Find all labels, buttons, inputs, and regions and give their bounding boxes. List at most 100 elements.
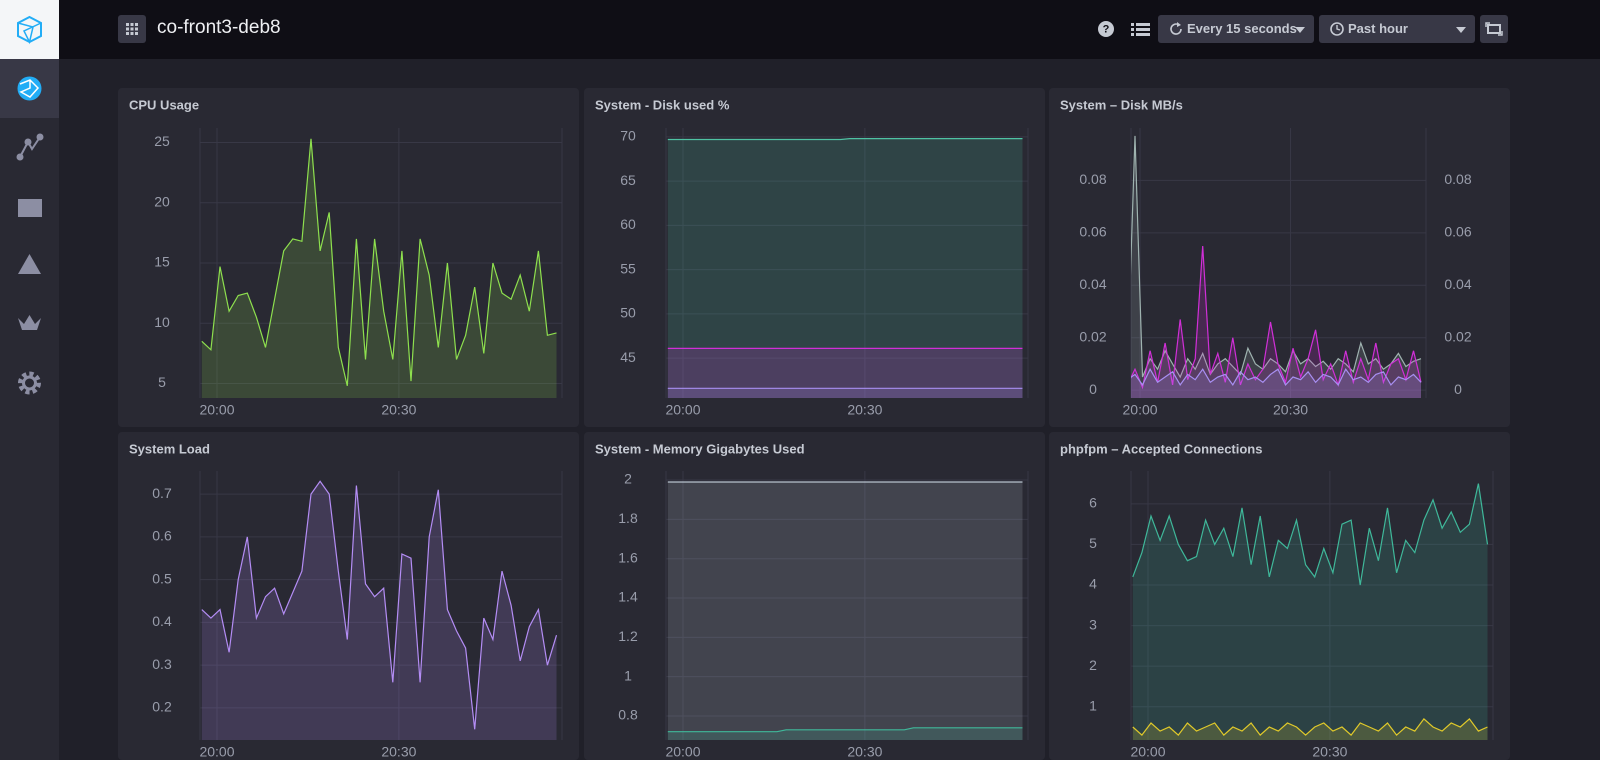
nav-host[interactable] <box>0 59 59 118</box>
y-tick-label: 0.04 <box>1079 276 1106 292</box>
y2-tick-label: 0.08 <box>1444 171 1471 187</box>
y2-tick-label: 0.04 <box>1444 276 1471 292</box>
y-tick-label: 10 <box>154 314 170 330</box>
series-area <box>201 481 557 740</box>
caret <box>1295 27 1305 33</box>
sidebar <box>0 0 59 760</box>
x-tick-label: 20:30 <box>1273 402 1308 418</box>
y-tick-label: 3 <box>1089 616 1097 632</box>
series-area <box>667 388 1023 398</box>
panel-background <box>1049 432 1510 760</box>
x-tick-label: 20:30 <box>847 744 882 760</box>
series-line <box>1132 718 1488 736</box>
y-tick-label: 0.8 <box>618 707 638 723</box>
panel-background <box>118 88 579 427</box>
fullscreen-icon <box>1485 22 1503 36</box>
logo-icon <box>17 15 42 45</box>
y-tick-label: 2 <box>1089 657 1097 673</box>
panel: System - Disk used % 45 50 55 60 65 70 20:00 20:… <box>584 88 1045 427</box>
header-icons[interactable]: ? <box>1094 15 1154 43</box>
series-line <box>1131 245 1422 390</box>
y-tick-label: 0.3 <box>152 656 172 672</box>
nav-icon <box>17 76 42 101</box>
logo[interactable] <box>0 0 59 59</box>
refresh-label: Every 15 seconds <box>1187 21 1297 36</box>
y-tick-label: 0.2 <box>152 699 172 715</box>
y-tick-label: 6 <box>1089 495 1097 511</box>
series-area <box>667 727 1023 740</box>
y-tick-label: 4 <box>1089 576 1097 592</box>
refresh-dropdown[interactable]: Every 15 seconds <box>1158 15 1314 43</box>
series-area <box>1131 246 1421 398</box>
panel-title: System Load <box>129 441 210 456</box>
panel-title: CPU Usage <box>129 97 199 112</box>
x-tick-label: 20:30 <box>381 744 416 760</box>
svg-text:?: ? <box>1103 23 1110 35</box>
series-area <box>1131 369 1421 398</box>
range-label: Past hour <box>1348 21 1408 36</box>
series-line <box>667 138 1023 141</box>
y-tick-label: 60 <box>620 216 636 232</box>
y-tick-label: 2 <box>624 471 632 487</box>
series-line <box>1132 483 1489 586</box>
series-area <box>667 482 1023 740</box>
y2-tick-label: 0.02 <box>1444 328 1471 344</box>
y-tick-label: 0.6 <box>152 528 172 544</box>
y-tick-label: 1 <box>624 667 632 683</box>
y2-tick-label: 0.06 <box>1444 224 1471 240</box>
y-tick-label: 25 <box>154 133 170 149</box>
y-tick-label: 20 <box>154 193 170 209</box>
x-tick-label: 20:00 <box>665 744 700 760</box>
y-tick-label: 65 <box>620 172 636 188</box>
y-tick-label: 1 <box>1089 697 1097 713</box>
range-dropdown[interactable]: Past hour <box>1319 15 1475 43</box>
series-line <box>1131 135 1422 379</box>
panel: CPU Usage 5 10 15 20 25 20:00 20:30 <box>118 88 579 427</box>
y-tick-label: 0.4 <box>152 613 172 629</box>
y-tick-label: 55 <box>620 260 636 276</box>
series-line <box>201 480 558 730</box>
panel-background <box>118 432 579 760</box>
y-tick-label: 0.5 <box>152 570 172 586</box>
x-tick-label: 20:00 <box>1123 402 1158 418</box>
series-line <box>201 138 557 387</box>
x-tick-label: 20:30 <box>381 402 416 418</box>
panel: System - Memory Gigabytes Used 0.8 1 1.2 1.4… <box>584 432 1045 760</box>
panel-title: System - Memory Gigabytes Used <box>595 441 805 456</box>
series-line <box>1131 367 1422 387</box>
panel: System Load 0.2 0.3 0.4 0.5 0.6 0.7 20:00 20:30 <box>118 432 579 760</box>
x-tick-label: 20:00 <box>1130 744 1165 760</box>
panel-title: System - Disk used % <box>595 97 730 112</box>
y-tick-label: 5 <box>1089 535 1097 551</box>
x-tick-label: 20:00 <box>199 744 234 760</box>
x-tick-label: 20:00 <box>199 402 234 418</box>
y2-tick-label: 0 <box>1454 381 1462 397</box>
y-tick-label: 1.6 <box>618 549 638 565</box>
y-tick-label: 1.4 <box>618 589 638 605</box>
dashboards-button[interactable] <box>118 15 146 43</box>
y-tick-label: 0.06 <box>1079 224 1106 240</box>
series-line <box>667 727 1023 733</box>
y-tick-label: 5 <box>158 374 166 390</box>
panel-background <box>584 88 1045 427</box>
panel-title: System – Disk MB/s <box>1060 97 1183 112</box>
x-tick-label: 20:00 <box>665 402 700 418</box>
series-area <box>201 138 557 398</box>
series-area <box>1132 483 1488 740</box>
series-area <box>1131 135 1421 398</box>
nav-icons[interactable] <box>0 118 59 518</box>
panel-background <box>584 432 1045 760</box>
y-tick-label: 15 <box>154 254 170 270</box>
series-area <box>667 138 1023 398</box>
y-tick-label: 70 <box>620 128 636 144</box>
series-area <box>667 348 1023 398</box>
refresh-icon <box>1170 22 1182 35</box>
series-area <box>1132 718 1488 740</box>
grid-icon <box>126 23 138 35</box>
fullscreen-button[interactable] <box>1480 15 1508 43</box>
caret <box>1456 27 1466 33</box>
y-tick-label: 0.7 <box>152 485 172 501</box>
dashboard-title: co-front3-deb8 <box>157 17 281 38</box>
panel-background <box>1049 88 1510 427</box>
